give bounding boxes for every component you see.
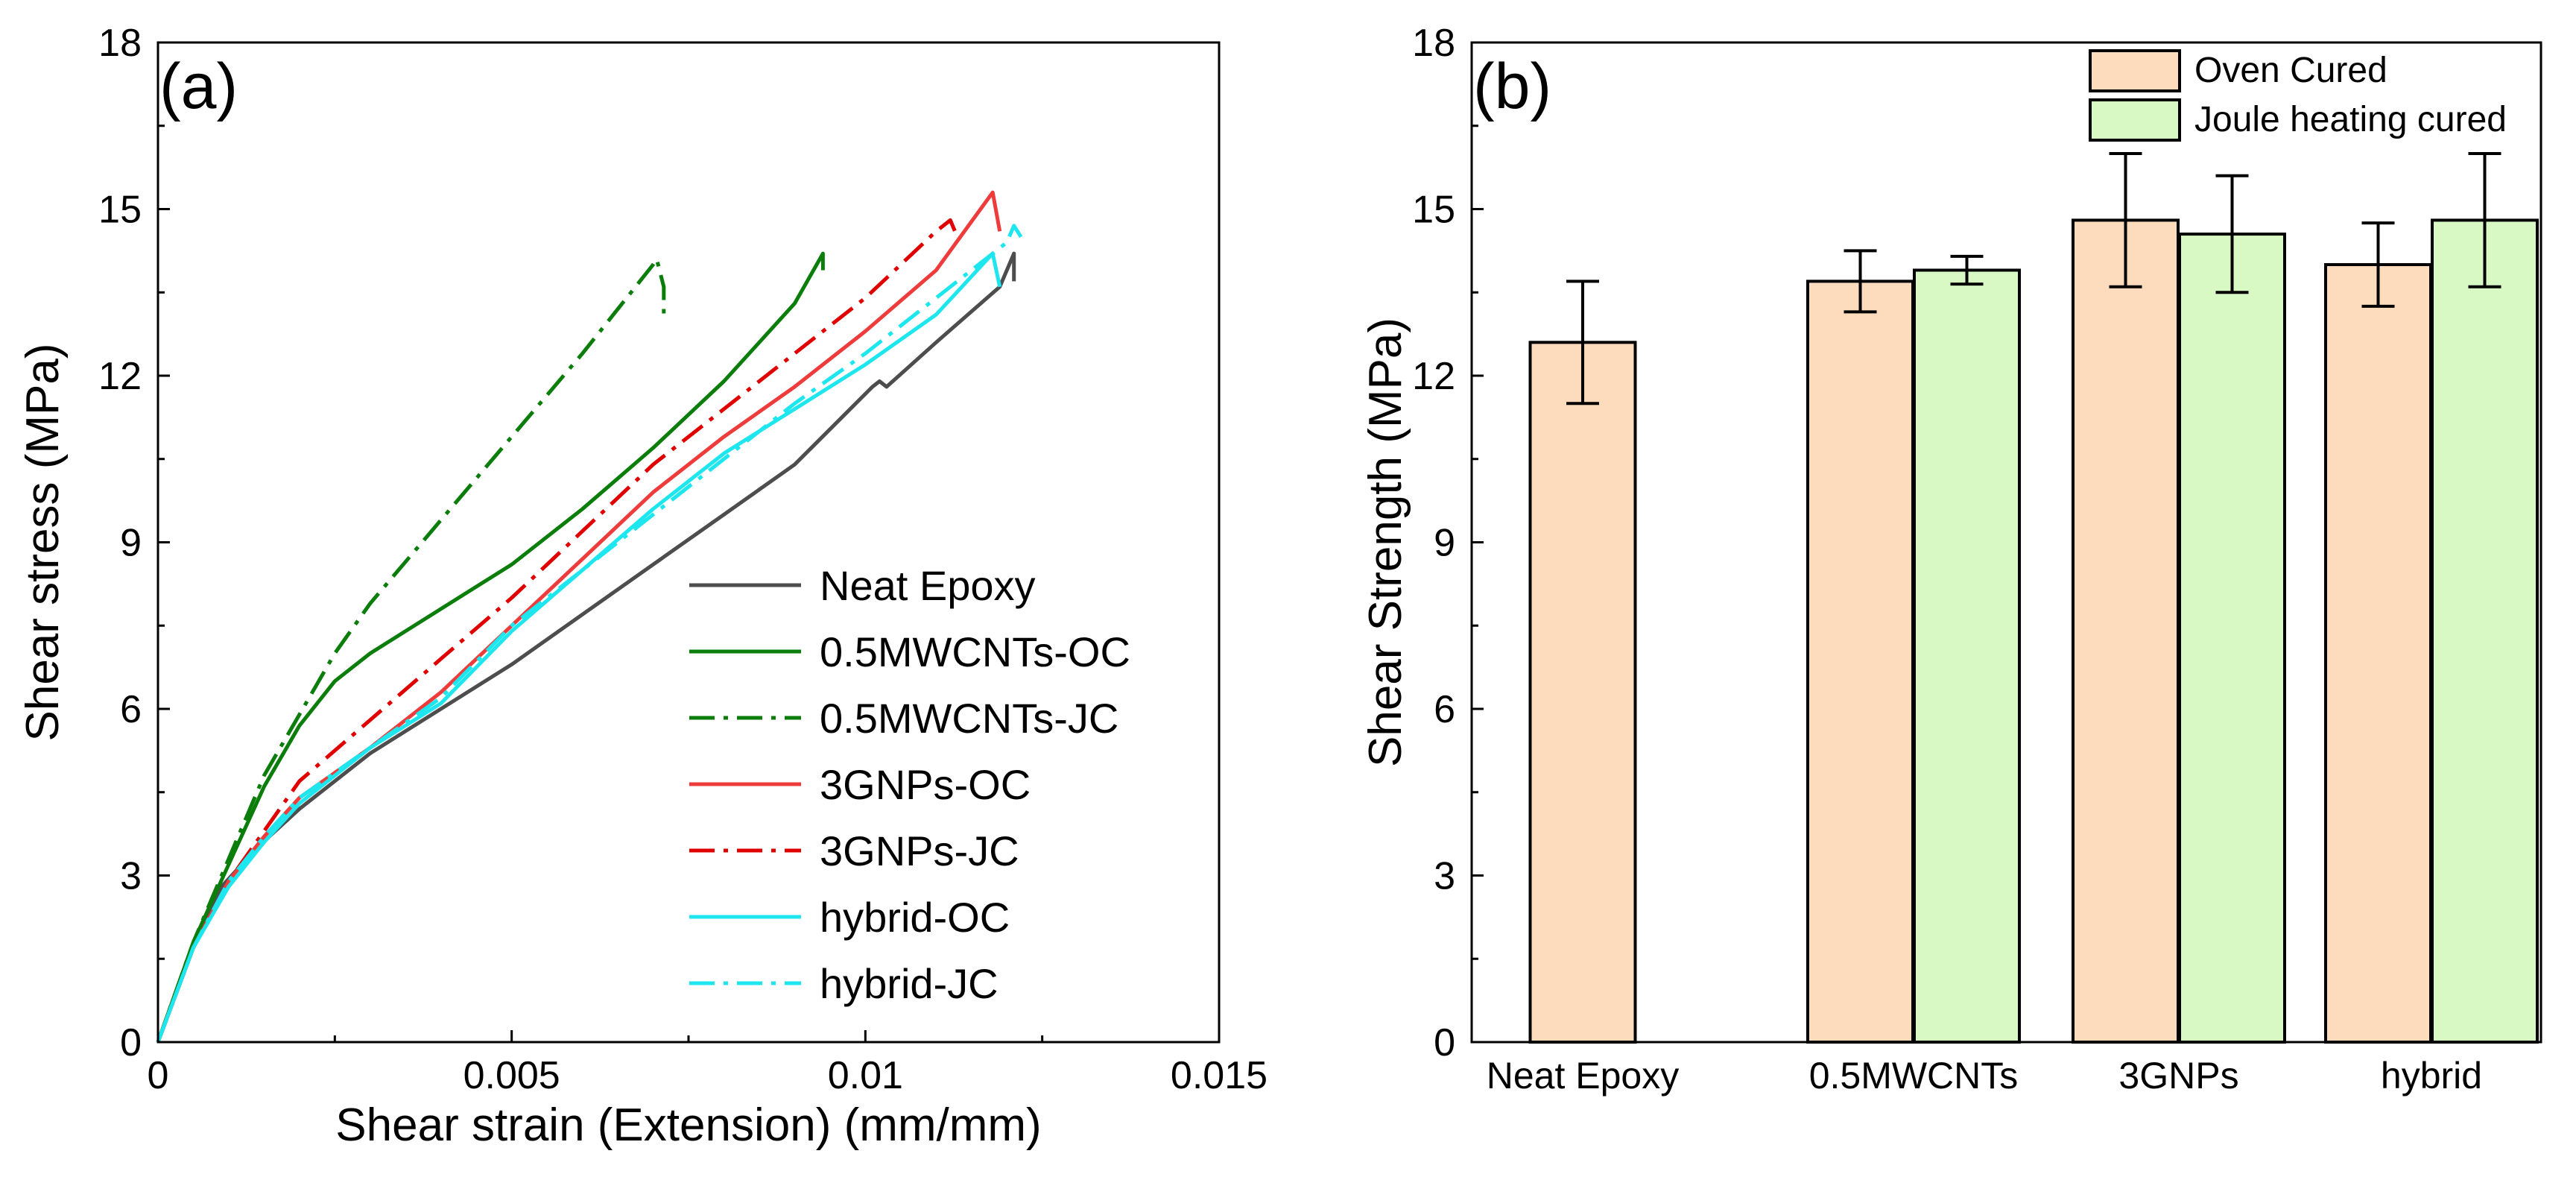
legend-label-2: 0.5MWCNTs-JC [820, 695, 1118, 742]
y-tick-label: 3 [120, 855, 142, 898]
bar-1-2 [2178, 233, 2286, 1044]
y-tick-label: 3 [1434, 855, 1455, 898]
panel-label: (a) [159, 51, 238, 122]
legend: Oven Cured Joule heating cured [2089, 49, 2507, 142]
legend-label-5: hybrid-OC [820, 894, 1010, 941]
y-tick-label: 0 [1434, 1021, 1455, 1064]
y-tick-label: 15 [1412, 189, 1455, 232]
panel-b-bar-chart: 0 3 6 9 12 15 18 Neat Epoxy 0.5MWCNTs 3GNPs hybrid… [1360, 22, 2542, 1097]
series-line-5 [156, 251, 1002, 1043]
y-tick-label: 6 [1434, 688, 1455, 731]
y-tick-label: 9 [120, 522, 142, 565]
y-tick-label: 9 [1434, 522, 1455, 565]
plot-frame [156, 41, 1221, 1044]
x-axis-title: Shear strain (Extension) (mm/mm) [335, 1099, 1041, 1151]
bar-1-1 [1913, 268, 2021, 1044]
bar-0-3 [2324, 263, 2432, 1044]
legend: Neat Epoxy 0.5MWCNTs-OC 0.5MWCNTs-JC 3GNPs-… [689, 562, 1130, 1007]
bar-0-2 [2072, 218, 2180, 1044]
y-tick-label: 0 [120, 1021, 142, 1064]
legend-label-1: 0.5MWCNTs-OC [820, 628, 1130, 675]
y-tick-label: 12 [98, 355, 142, 398]
y-tick-label: 12 [1412, 355, 1455, 398]
category-label: Neat Epoxy [1487, 1055, 1679, 1097]
legend-label-0: Neat Epoxy [820, 562, 1036, 609]
legend-swatch-1 [2089, 98, 2181, 142]
legend-label-4: 3GNPs-JC [820, 827, 1019, 874]
series-line-6 [156, 224, 1023, 1043]
legend-swatch-0 [2089, 49, 2181, 92]
series-line-1 [156, 251, 825, 1043]
legend-label-6: hybrid-JC [820, 960, 999, 1007]
panel-label: (b) [1473, 51, 1551, 122]
category-label: hybrid [2381, 1055, 2482, 1097]
bar-0-0 [1528, 341, 1637, 1044]
legend-label-1: Joule heating cured [2194, 100, 2507, 139]
legend-label-3: 3GNPs-OC [820, 761, 1031, 808]
series-line-2 [156, 257, 666, 1043]
y-tick-label: 15 [98, 189, 142, 232]
bar-1-3 [2431, 218, 2539, 1044]
panel-a-line-chart: 0 3 6 9 12 15 18 0 0.005 0.01 0.015 Shear strain (E… [17, 22, 1268, 1151]
category-label: 0.5MWCNTs [1809, 1055, 2019, 1097]
y-tick-label: 18 [1412, 22, 1455, 65]
y-axis-title: Shear Strength (MPa) [1360, 318, 1411, 767]
bar-0-1 [1806, 280, 1914, 1044]
x-tick-label: 0.005 [463, 1054, 560, 1097]
x-tick-label: 0.01 [828, 1054, 903, 1097]
legend-label-0: Oven Cured [2194, 51, 2387, 90]
x-tick-label: 0 [148, 1054, 169, 1097]
y-tick-label: 18 [98, 22, 142, 65]
category-label: 3GNPs [2118, 1055, 2238, 1097]
y-tick-label: 6 [120, 688, 142, 731]
x-tick-label: 0.015 [1171, 1054, 1268, 1097]
y-axis-title: Shear stress (MPa) [17, 343, 69, 741]
